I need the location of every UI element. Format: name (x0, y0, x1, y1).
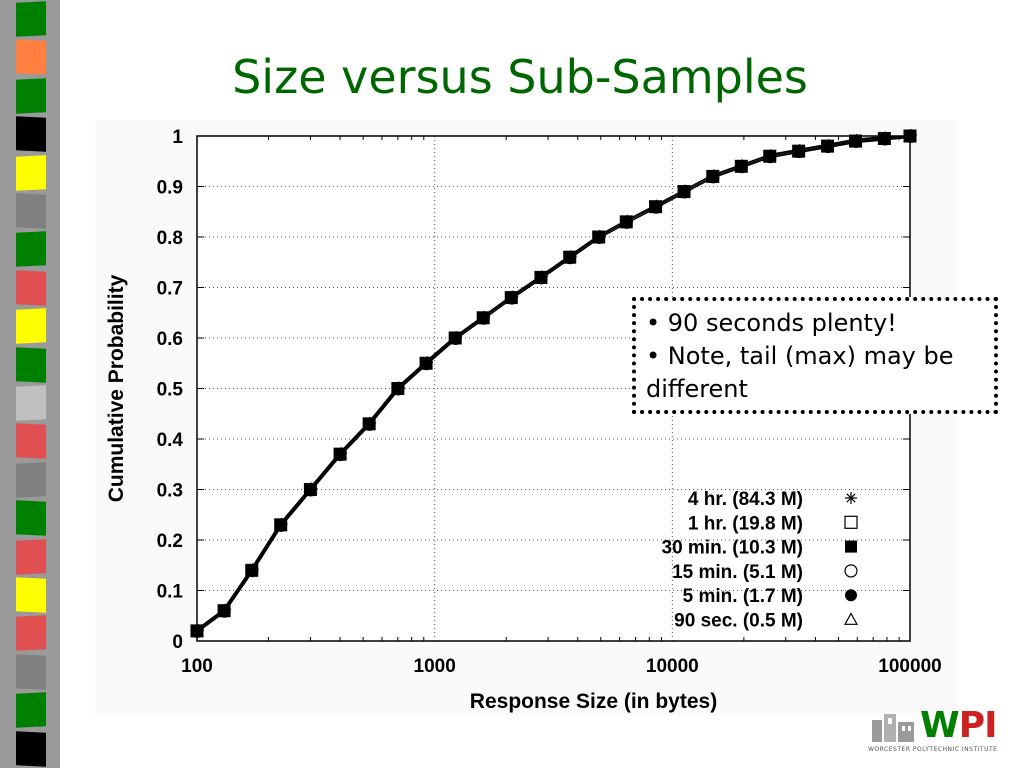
legend-marker-filled-circle (845, 589, 857, 602)
data-point-5min (535, 272, 548, 285)
wpi-logo-letters: WPI (920, 705, 998, 746)
data-point-5min (191, 625, 204, 638)
strip-segment (16, 730, 46, 767)
cdf-chart: 0 0.1 0.2 0.3 0.4 0.5 0.6 0.7 0.8 0.9 1 100 1000 1000… (105, 127, 942, 713)
strip-segment (16, 231, 46, 268)
strip-segment (16, 270, 46, 306)
x-tick-label: 10000 (646, 656, 699, 677)
callout-line-2: • Note, tail (max) may be (646, 342, 954, 370)
legend-marker-open-circle (844, 564, 858, 578)
logo-letter-w: W (920, 705, 960, 746)
data-point-5min (420, 358, 433, 371)
strip-segment (16, 654, 46, 690)
data-point-5min (477, 312, 490, 325)
data-point-5min (678, 186, 691, 199)
y-tick-label: 0.6 (157, 329, 183, 350)
data-point-5min (392, 383, 405, 396)
data-point-5min (793, 146, 806, 159)
data-point-5min (707, 171, 720, 184)
strip-segment (16, 423, 46, 460)
y-tick-label: 0.7 (157, 279, 183, 300)
data-point-5min (304, 484, 317, 497)
data-point-5min (275, 519, 288, 532)
decorative-color-strip (0, 0, 60, 768)
strip-segment (16, 692, 46, 729)
data-point-5min (904, 131, 917, 143)
wpi-logo: WPI WORCESTER POLYTECHNIC INSTITUTE (868, 706, 1013, 762)
data-point-5min (878, 133, 891, 146)
data-point-5min (620, 216, 633, 229)
strip-segment (16, 116, 46, 153)
y-tick-label: 0.1 (157, 582, 184, 603)
chart-panel: 0 0.1 0.2 0.3 0.4 0.5 0.6 0.7 0.8 0.9 1 100 1000 1000… (95, 120, 957, 715)
callout-note-box: • 90 seconds plenty! • Note, tail (max) … (632, 297, 998, 414)
logo-letter-i: I (984, 705, 997, 746)
strip-segment (16, 308, 46, 345)
y-tick-label: 0.5 (157, 380, 184, 401)
strip-segment (16, 462, 46, 498)
data-point-5min (564, 252, 577, 265)
slide-title: Size versus Sub-Samples (232, 50, 808, 104)
data-point-5min (735, 161, 748, 174)
legend-label: 4 hr. (84.3 M) (688, 489, 803, 510)
data-point-5min (650, 201, 663, 214)
strip-segment (16, 577, 46, 614)
strip-segment (16, 154, 46, 191)
strip-segment (16, 193, 46, 230)
x-tick-label: 1000 (414, 656, 456, 677)
logo-letter-p: P (958, 705, 985, 746)
legend-marker-filled-square (845, 540, 857, 553)
logo-subtext: WORCESTER POLYTECHNIC INSTITUTE (868, 746, 998, 753)
data-point-5min (218, 605, 231, 618)
callout-line-3: different (646, 375, 748, 403)
strip-segment (16, 346, 46, 383)
strip-segment (16, 78, 46, 114)
y-tick-label: 1 (172, 127, 183, 148)
callout-line-1: • 90 seconds plenty! (646, 309, 897, 337)
strip-segment (16, 39, 46, 76)
legend-marker-open-triangle (843, 612, 859, 625)
legend-label: 90 sec. (0.5 M) (674, 611, 803, 632)
strip-segment (16, 385, 46, 422)
data-point-5min (334, 449, 347, 462)
y-tick-label: 0.4 (157, 430, 184, 451)
data-point-5min (505, 292, 518, 305)
legend-label: 5 min. (1.7 M) (683, 586, 803, 607)
data-point-5min (850, 136, 863, 149)
y-tick-label: 0.3 (157, 481, 183, 502)
data-point-5min (593, 232, 606, 244)
legend-marker-asterisk (845, 492, 857, 504)
x-tick-label: 100 (181, 656, 213, 677)
y-tick-label: 0.2 (157, 531, 183, 552)
strip-segment (16, 1, 46, 38)
strip-segment (16, 538, 46, 575)
y-tick-label: 0.8 (157, 228, 183, 249)
y-tick-label: 0.9 (157, 178, 183, 199)
legend-marker-open-square (844, 515, 858, 529)
legend-label: 30 min. (10.3 M) (662, 538, 804, 559)
strip-segment (16, 500, 46, 537)
legend-label: 15 min. (5.1 M) (672, 562, 803, 583)
legend-label: 1 hr. (19.8 M) (688, 513, 803, 534)
wpi-building-mark-icon (872, 714, 914, 742)
x-axis-label: Response Size (in bytes) (470, 690, 717, 713)
y-axis-label: Cumulative Probability (105, 274, 128, 502)
y-tick-label: 0 (172, 632, 183, 653)
data-point-5min (449, 333, 462, 345)
data-point-5min (764, 151, 777, 164)
x-tick-label: 100000 (878, 656, 941, 677)
data-point-5min (363, 418, 376, 431)
strip-segment (16, 615, 46, 652)
data-point-5min (822, 141, 835, 154)
data-point-5min (246, 565, 259, 578)
